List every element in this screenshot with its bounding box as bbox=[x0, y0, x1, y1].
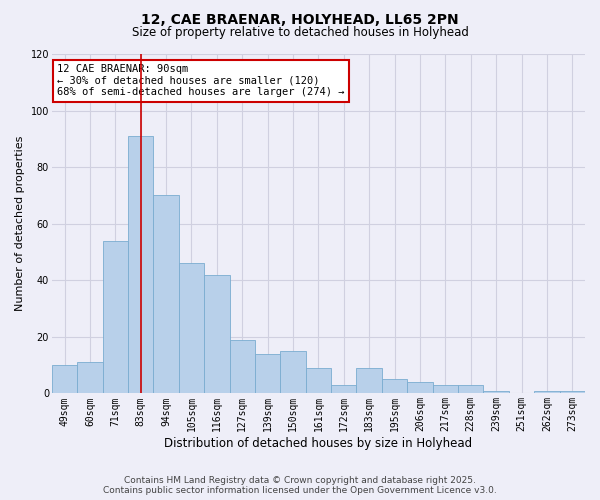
Bar bbox=[52, 365, 77, 394]
Bar bbox=[204, 274, 230, 394]
Bar bbox=[230, 340, 255, 394]
Bar bbox=[560, 390, 585, 394]
Bar bbox=[306, 368, 331, 394]
Bar bbox=[356, 368, 382, 394]
Bar bbox=[77, 362, 103, 394]
Bar bbox=[154, 196, 179, 394]
Bar bbox=[280, 351, 306, 394]
Text: Contains HM Land Registry data © Crown copyright and database right 2025.
Contai: Contains HM Land Registry data © Crown c… bbox=[103, 476, 497, 495]
Bar bbox=[128, 136, 154, 394]
Bar bbox=[534, 390, 560, 394]
X-axis label: Distribution of detached houses by size in Holyhead: Distribution of detached houses by size … bbox=[164, 437, 472, 450]
Text: 12, CAE BRAENAR, HOLYHEAD, LL65 2PN: 12, CAE BRAENAR, HOLYHEAD, LL65 2PN bbox=[141, 12, 459, 26]
Text: 12 CAE BRAENAR: 90sqm
← 30% of detached houses are smaller (120)
68% of semi-det: 12 CAE BRAENAR: 90sqm ← 30% of detached … bbox=[57, 64, 344, 98]
Bar bbox=[103, 240, 128, 394]
Bar bbox=[179, 264, 204, 394]
Bar bbox=[484, 390, 509, 394]
Bar bbox=[331, 385, 356, 394]
Bar bbox=[407, 382, 433, 394]
Bar bbox=[255, 354, 280, 394]
Bar bbox=[458, 385, 484, 394]
Y-axis label: Number of detached properties: Number of detached properties bbox=[15, 136, 25, 312]
Text: Size of property relative to detached houses in Holyhead: Size of property relative to detached ho… bbox=[131, 26, 469, 39]
Bar bbox=[382, 380, 407, 394]
Bar bbox=[433, 385, 458, 394]
